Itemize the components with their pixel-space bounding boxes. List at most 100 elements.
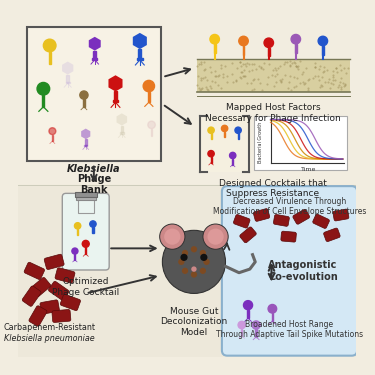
Bar [93,51,96,58]
Bar [247,310,249,318]
Circle shape [252,321,260,329]
Circle shape [182,250,188,256]
Bar [77,229,78,235]
Bar [52,135,53,141]
Bar [232,159,233,165]
Circle shape [203,259,210,265]
Bar [210,157,212,163]
Text: Designed Cocktails that
Suppress Resistance: Designed Cocktails that Suppress Resista… [219,179,327,198]
FancyBboxPatch shape [52,309,71,322]
Circle shape [238,321,245,328]
Circle shape [200,250,206,256]
Bar [83,99,85,107]
Bar [272,313,273,321]
Circle shape [80,91,88,99]
Polygon shape [117,113,127,126]
Bar [84,145,87,146]
Circle shape [191,272,197,278]
Text: Carbapenem-Resistant: Carbapenem-Resistant [4,323,96,332]
FancyBboxPatch shape [55,268,75,283]
Circle shape [239,36,248,46]
Circle shape [180,254,188,261]
Bar [148,92,150,102]
FancyBboxPatch shape [30,278,51,297]
Bar [48,52,51,63]
Circle shape [210,34,219,44]
FancyBboxPatch shape [22,286,41,306]
FancyBboxPatch shape [40,300,59,314]
Bar [237,134,238,139]
Text: Decreased Virulence Through
Modification of Cell Envelope Structures: Decreased Virulence Through Modification… [213,197,366,216]
Circle shape [44,39,56,52]
Circle shape [200,268,206,274]
Circle shape [37,82,50,95]
Bar [295,44,297,53]
Bar [214,44,216,53]
FancyBboxPatch shape [240,227,256,243]
FancyBboxPatch shape [273,214,290,226]
Bar [254,116,347,170]
Bar [198,116,251,172]
Text: Bacterial Growth: Bacterial Growth [258,122,263,164]
Bar [93,58,97,60]
Circle shape [221,125,228,132]
Circle shape [207,228,224,245]
Circle shape [235,127,241,134]
Circle shape [75,223,81,229]
Bar [85,139,87,145]
FancyBboxPatch shape [48,281,69,300]
Circle shape [200,254,207,261]
Circle shape [143,80,154,92]
Bar [18,18,356,185]
Circle shape [264,38,273,48]
Text: Time: Time [301,167,316,172]
Bar [27,27,160,161]
Circle shape [268,304,277,313]
Circle shape [203,224,228,249]
Bar [322,46,324,54]
Bar [76,194,96,200]
Circle shape [49,128,56,135]
Bar [138,49,141,58]
Circle shape [72,248,78,254]
Circle shape [208,127,214,134]
Circle shape [191,266,196,272]
Bar [241,328,242,336]
Text: Broadened Host Range
Through Adaptive Tail Spike Mutations: Broadened Host Range Through Adaptive Ta… [216,320,363,339]
Text: Klebsiella: Klebsiella [67,164,121,174]
Bar [114,92,117,100]
FancyBboxPatch shape [62,194,109,270]
FancyBboxPatch shape [333,209,349,221]
Circle shape [90,221,96,227]
Bar [18,185,356,357]
FancyBboxPatch shape [281,231,296,242]
Circle shape [318,36,328,46]
FancyBboxPatch shape [293,209,310,224]
Text: Mouse Gut
Decolonization
Model: Mouse Gut Decolonization Model [160,307,228,337]
Bar [268,48,270,56]
Text: Klebsiella pneumoniae: Klebsiella pneumoniae [4,334,95,343]
FancyBboxPatch shape [24,262,45,279]
Bar [74,254,75,260]
Text: Antagonistic
Co-evolution: Antagonistic Co-evolution [268,260,338,282]
FancyBboxPatch shape [222,186,357,356]
Bar [151,129,152,136]
Bar [243,46,244,54]
Circle shape [178,259,184,265]
Bar [120,132,124,134]
Circle shape [291,34,300,44]
FancyBboxPatch shape [234,214,250,228]
Bar [224,132,225,138]
Bar [113,100,118,102]
Circle shape [230,152,236,159]
Bar [255,329,257,337]
Polygon shape [108,75,123,92]
Polygon shape [62,62,74,75]
Bar [66,75,69,82]
Circle shape [191,246,197,252]
Bar [78,197,94,213]
Bar [42,95,45,107]
Bar [92,227,93,233]
FancyBboxPatch shape [313,214,329,228]
Circle shape [160,224,185,249]
